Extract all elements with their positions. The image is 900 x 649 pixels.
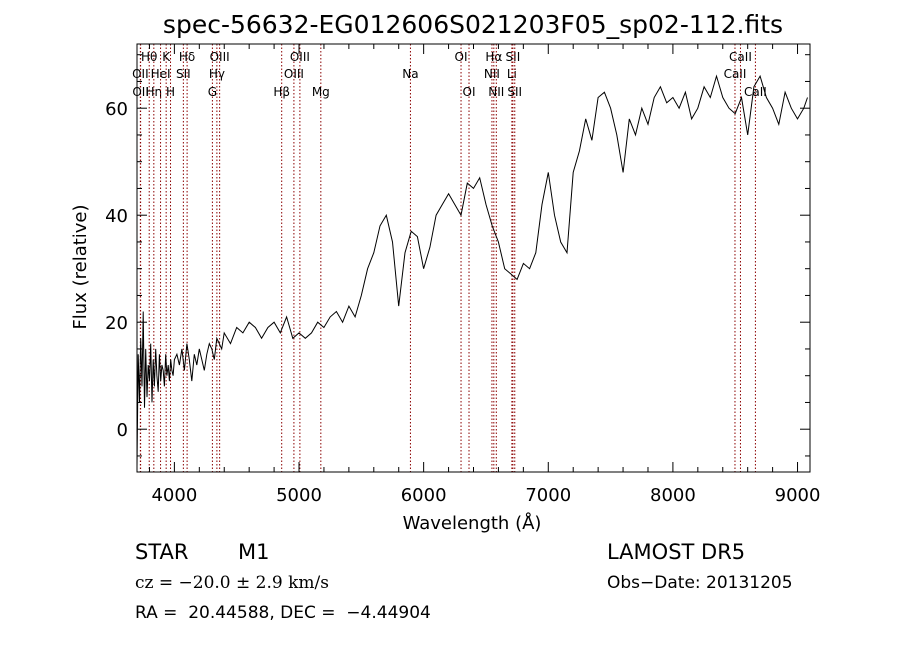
plot-area [136,74,808,467]
spectral-line-label: HeI [151,67,171,81]
plot-frame [136,43,811,473]
spectral-line-label: Hα [485,50,502,64]
spectral-line-label: Hδ [179,50,195,64]
spectral-line-label: CaII [729,50,752,64]
spectral-line-label: NII [484,67,500,81]
x-axis-label: Wavelength (Å) [403,512,542,534]
spectral-line-label: OI [463,85,476,99]
spectrum-series-line [136,74,808,467]
spectral-line-label: NII [488,85,504,99]
spectral-line-label: OI [455,50,468,64]
spectral-line-label: Li [507,67,517,81]
x-tick-label: 9000 [775,485,821,506]
spectral-line-label: K [162,50,171,64]
y-tick-label: 60 [105,99,128,120]
y-tick-label: 0 [117,420,128,441]
spectral-line-label: OII [132,67,149,81]
y-axis-label: Flux (relative) [70,204,91,329]
survey-name: LAMOST DR5 [607,540,746,564]
spectral-line-label: G [208,85,217,99]
redshift-readout: cz = −20.0 ± 2.9 km/s [135,573,329,593]
spectral-line-label: OII [132,85,149,99]
spectral-line-label: SII [507,85,522,99]
x-tick-label: 8000 [650,485,696,506]
object-class: STAR [135,540,189,564]
spectral-line-label: H [166,85,175,99]
spectral-line-label: CaII [744,85,767,99]
x-tick-label: 6000 [401,485,447,506]
y-tick-label: 40 [105,206,128,227]
spectral-line-label: Hβ [273,85,290,99]
spectral-line-label: CaII [724,67,747,81]
x-tick-label: 4000 [151,485,197,506]
spectral-line-label: Hθ [141,50,157,64]
spectral-line-label: Hη [146,85,163,99]
spectral-line-label: OIII [210,50,230,64]
chart-title: spec-56632-EG012606S021203F05_sp02-112.f… [163,10,783,39]
x-tick-label: 7000 [525,485,571,506]
x-tick-label: 5000 [276,485,322,506]
spectral-line-label: SII [176,67,191,81]
axes: 4000 5000 6000 7000 8000 9000 0 20 40 60 [105,43,821,506]
spectral-line-label: OIII [290,50,310,64]
spectral-line-label: Hγ [209,67,225,81]
y-tick-label: 20 [105,313,128,334]
coordinates-readout: RA = 20.44588, DEC = −4.44904 [135,603,431,623]
object-subclass: M1 [238,540,270,564]
spectral-line-label: OIII [284,67,304,81]
spectral-line-label: SII [506,50,521,64]
observation-date: Obs−Date: 20131205 [607,573,793,593]
spectral-line-label: Na [402,67,418,81]
spectral-line-markers: HθOIIOIIHηHeIKHSIIHδGHγOIIIHβOIIIOIIIMgN… [132,44,767,472]
spectral-line-label: Mg [312,85,330,99]
